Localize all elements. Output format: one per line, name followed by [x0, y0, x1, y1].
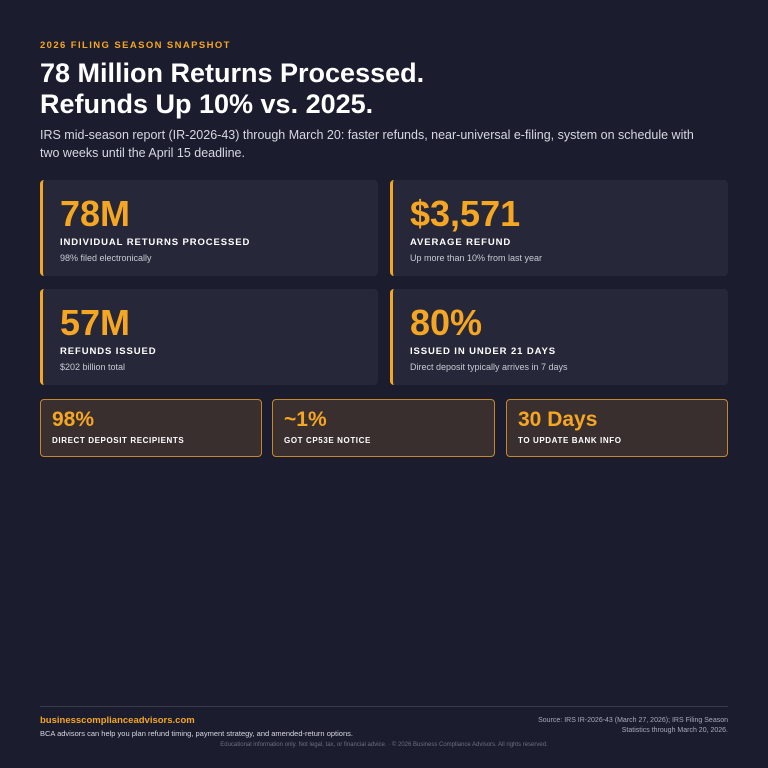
footer-website-link[interactable]: businesscomplianceadvisors.com	[40, 715, 195, 726]
stat-value: 57M	[60, 302, 131, 343]
headline: 78 Million Returns Processed. Refunds Up…	[40, 58, 728, 120]
footer-source: Source: IRS IR-2026-43 (March 27, 2026);…	[538, 717, 728, 734]
stat-card-refunds-issued: 57M REFUNDS ISSUED $202 billion total	[40, 289, 378, 385]
stat-label: AVERAGE REFUND	[410, 237, 512, 248]
highlight-card-bank-info: 30 Days TO UPDATE BANK INFO	[506, 399, 728, 457]
stat-note: Up more than 10% from last year	[410, 253, 543, 263]
stat-label: INDIVIDUAL RETURNS PROCESSED	[60, 237, 251, 248]
highlight-label: TO UPDATE BANK INFO	[518, 436, 622, 445]
highlight-card-direct-deposit: 98% DIRECT DEPOSIT RECIPIENTS	[40, 399, 262, 457]
subtitle: IRS mid-season report (IR-2026-43) throu…	[40, 128, 694, 160]
stat-card-average-refund: $3,571 AVERAGE REFUND Up more than 10% f…	[390, 180, 728, 276]
highlight-value: 30 Days	[518, 408, 598, 431]
stat-value: 78M	[60, 193, 131, 234]
highlight-label: DIRECT DEPOSIT RECIPIENTS	[52, 436, 185, 445]
stat-card-under-21-days: 80% ISSUED IN UNDER 21 DAYS Direct depos…	[390, 289, 728, 385]
stat-note: 98% filed electronically	[60, 253, 152, 263]
highlight-value: ~1%	[284, 408, 327, 431]
stat-value: 80%	[410, 302, 483, 343]
highlight-card-cp53e: ~1% GOT CP53E NOTICE	[272, 399, 495, 457]
highlight-value: 98%	[52, 408, 95, 431]
headline-line-1: 78 Million Returns Processed.	[40, 58, 425, 88]
footer-cta: BCA advisors can help you plan refund ti…	[40, 729, 353, 738]
stat-value: $3,571	[410, 193, 521, 234]
footer-legal: Educational information only. Not legal,…	[220, 742, 548, 748]
stat-label: REFUNDS ISSUED	[60, 346, 157, 357]
infographic: 2026 FILING SEASON SNAPSHOT 78 Million R…	[40, 0, 728, 768]
headline-line-2: Refunds Up 10% vs. 2025.	[40, 89, 374, 119]
footer-divider	[40, 706, 728, 707]
stat-note: $202 billion total	[60, 362, 126, 372]
stat-card-returns: 78M INDIVIDUAL RETURNS PROCESSED 98% fil…	[40, 180, 378, 276]
stat-note: Direct deposit typically arrives in 7 da…	[410, 362, 568, 372]
eyebrow: 2026 FILING SEASON SNAPSHOT	[40, 40, 231, 51]
highlight-label: GOT CP53E NOTICE	[284, 436, 371, 445]
stat-label: ISSUED IN UNDER 21 DAYS	[410, 346, 556, 357]
